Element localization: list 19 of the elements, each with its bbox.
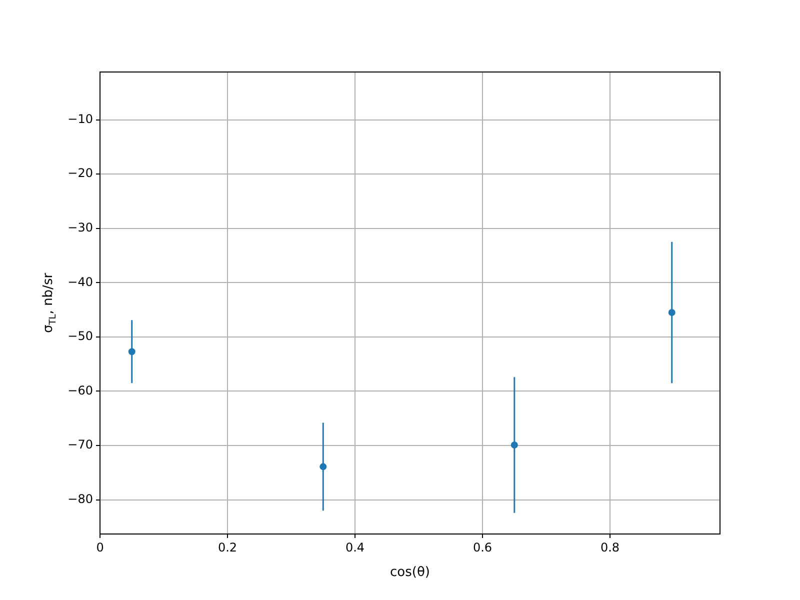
y-tick-label: −50: [68, 329, 93, 344]
y-tick-label: −80: [68, 492, 93, 506]
y-tick-label: −60: [68, 383, 93, 398]
point: [128, 348, 136, 356]
point: [320, 463, 327, 470]
y-tick-label: −40: [68, 274, 93, 289]
x-tick-label: 0.8: [600, 540, 620, 554]
y-axis-title: σTL, nb/sr: [41, 272, 58, 334]
y-tick-label: −70: [68, 438, 93, 452]
x-axis-title: cos(θ): [390, 565, 430, 580]
point: [510, 441, 518, 448]
y-tick-label: −20: [68, 166, 93, 180]
x-tick-label: 0.2: [218, 540, 238, 554]
x-tick-label: 0: [96, 540, 104, 554]
y-tick-label: −30: [68, 220, 93, 234]
point: [668, 309, 676, 316]
y-tick-label: −10: [68, 112, 93, 126]
x-tick-label: 0.4: [345, 540, 365, 554]
x-tick-label: 0.6: [472, 540, 492, 554]
